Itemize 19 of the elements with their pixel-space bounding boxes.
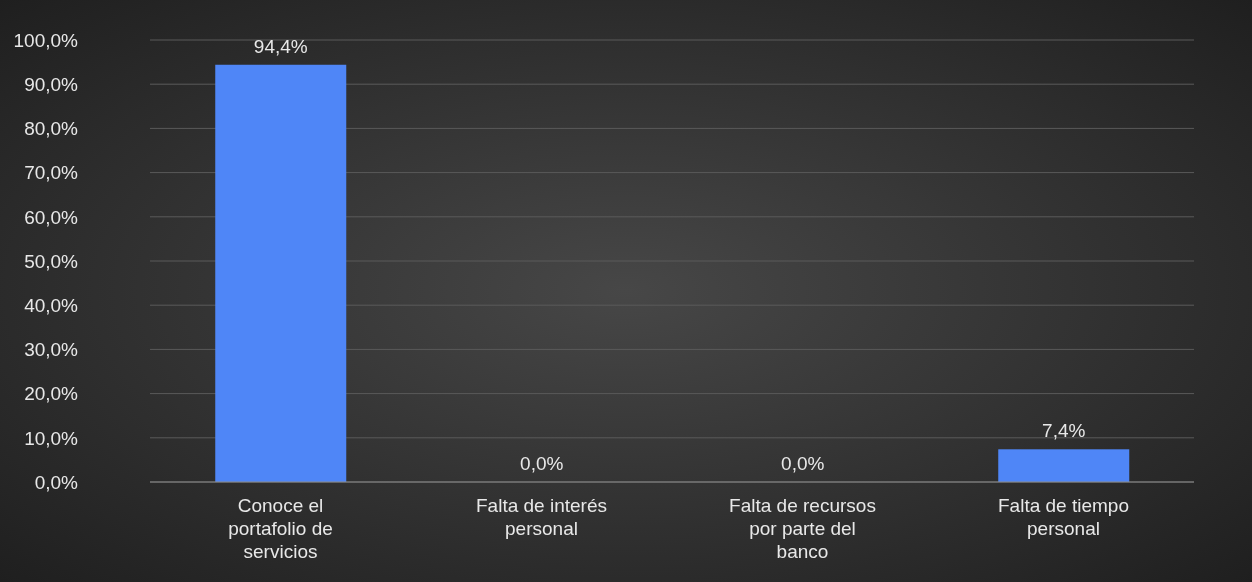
y-tick-label: 100,0%	[13, 29, 79, 51]
x-tick-label: Falta de tiempo personal	[998, 495, 1129, 539]
data-label: 7,4%	[1042, 420, 1086, 442]
x-tick-label: Conoce el portafolio de servicios	[228, 495, 333, 562]
y-tick-label: 50,0%	[24, 250, 79, 272]
y-tick-label: 60,0%	[24, 206, 79, 228]
x-tick-label: Falta de interés personal	[476, 495, 607, 539]
y-tick-label: 0,0%	[34, 471, 79, 493]
y-tick-label: 40,0%	[24, 294, 79, 316]
y-tick-label: 70,0%	[24, 162, 79, 184]
y-tick-label: 20,0%	[24, 383, 79, 405]
y-tick-label: 30,0%	[24, 339, 79, 361]
y-tick-label: 90,0%	[24, 73, 79, 95]
data-label: 0,0%	[781, 453, 825, 474]
data-label: 0,0%	[520, 453, 564, 474]
y-tick-label: 80,0%	[24, 118, 79, 140]
data-label: 94,4%	[253, 35, 308, 57]
y-tick-label: 10,0%	[24, 427, 79, 449]
x-tick-label: Falta de recursos por parte del banco	[729, 495, 876, 562]
